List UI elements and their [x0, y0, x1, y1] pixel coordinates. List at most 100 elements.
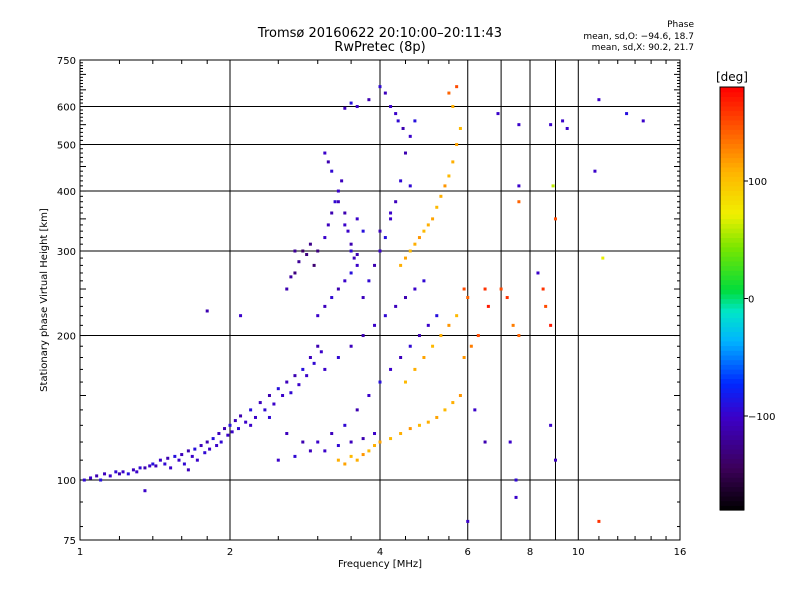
colorbar-segment — [720, 481, 744, 488]
data-point — [553, 217, 557, 221]
data-point — [389, 437, 393, 441]
data-point — [349, 249, 353, 253]
data-point — [597, 519, 601, 523]
x-tick-label: 8 — [527, 547, 533, 558]
y-tick-label: 200 — [57, 332, 76, 343]
colorbar-segment — [720, 336, 744, 342]
data-point — [508, 440, 512, 444]
data-point — [193, 447, 197, 451]
data-point — [447, 174, 451, 178]
x-axis-label: Frequency [MHz] — [338, 559, 422, 570]
data-point — [82, 478, 86, 482]
colorbar-segment — [720, 495, 744, 502]
data-point — [426, 420, 430, 424]
data-point — [349, 344, 353, 348]
data-point — [276, 458, 280, 462]
x-tick-label: 10 — [572, 547, 585, 558]
data-point — [355, 408, 359, 412]
data-point — [336, 355, 340, 359]
data-point — [367, 279, 371, 283]
data-point — [267, 394, 271, 398]
data-point — [389, 217, 393, 221]
colorbar-segment — [720, 331, 744, 337]
data-point — [215, 444, 219, 448]
colorbar-segment — [720, 444, 744, 450]
data-point — [343, 423, 347, 427]
data-point — [367, 394, 371, 398]
data-point — [517, 123, 521, 127]
y-axis-label: Stationary phase Virtual Height [km] — [39, 208, 50, 392]
data-point — [561, 119, 565, 123]
data-point — [293, 454, 297, 458]
data-point — [447, 323, 451, 327]
data-point — [435, 415, 439, 419]
colorbar-segment — [720, 486, 744, 492]
data-point — [169, 466, 173, 470]
colorbar-segment — [720, 162, 744, 168]
colorbar-segment — [720, 373, 744, 379]
data-point — [439, 194, 443, 198]
data-point — [326, 223, 330, 227]
data-point — [349, 454, 353, 458]
data-point — [403, 151, 407, 155]
data-point — [219, 440, 223, 444]
data-point — [514, 495, 518, 499]
data-point — [263, 408, 267, 412]
colorbar-segment — [720, 251, 744, 257]
data-point — [466, 296, 470, 300]
colorbar-segment — [720, 434, 744, 441]
data-point — [355, 105, 359, 109]
colorbar-segment — [720, 397, 744, 403]
data-point — [486, 304, 490, 308]
data-point — [99, 478, 103, 482]
data-point — [143, 466, 147, 470]
colorbar-segment — [720, 430, 744, 436]
colorbar-segment — [720, 148, 744, 154]
colorbar-segment — [720, 420, 744, 426]
data-point — [244, 420, 248, 424]
data-point — [297, 260, 301, 264]
data-point — [413, 119, 417, 123]
data-point — [517, 200, 521, 204]
data-point — [258, 401, 262, 405]
data-point — [301, 367, 305, 371]
colorbar-segment — [720, 340, 744, 347]
data-point — [361, 437, 365, 441]
data-point — [177, 458, 181, 462]
data-point — [336, 287, 340, 291]
colorbar-segment — [720, 453, 744, 459]
data-point — [186, 449, 190, 453]
colorbar-segment — [720, 96, 744, 102]
data-point — [281, 394, 285, 398]
data-point — [163, 462, 167, 466]
data-point — [422, 229, 426, 233]
data-point — [435, 314, 439, 318]
data-point — [103, 472, 107, 476]
data-point — [346, 229, 350, 233]
data-point — [378, 380, 382, 384]
colorbar-segment — [720, 307, 744, 314]
colorbar-segment — [720, 213, 744, 220]
data-point — [301, 440, 305, 444]
data-point — [323, 367, 327, 371]
data-point — [349, 242, 353, 246]
data-point — [148, 464, 152, 468]
colorbar-segment — [720, 364, 744, 370]
colorbar-segment — [720, 350, 744, 356]
data-point — [316, 440, 320, 444]
data-point — [180, 453, 184, 457]
colorbar-segment — [720, 293, 744, 300]
colorbar-segment — [720, 392, 744, 398]
data-point — [285, 287, 289, 291]
colorbar-segment — [720, 387, 744, 394]
data-point — [336, 444, 340, 448]
data-point — [451, 401, 455, 405]
data-point — [373, 323, 377, 327]
data-point — [422, 279, 426, 283]
y-tick-label: 750 — [57, 56, 76, 67]
colorbar-segment — [720, 265, 744, 271]
y-tick-label: 300 — [57, 247, 76, 258]
colorbar-segment — [720, 472, 744, 478]
data-point — [108, 474, 112, 478]
colorbar-segment — [720, 190, 744, 196]
